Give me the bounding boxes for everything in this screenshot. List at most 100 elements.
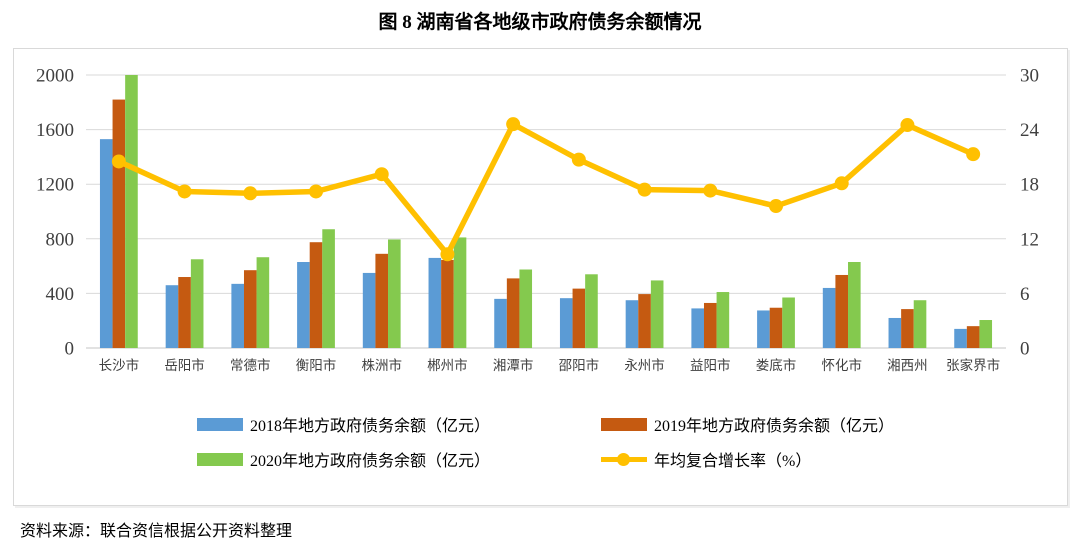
source-note: 资料来源：联合资信根据公开资料整理: [20, 523, 293, 540]
bar-2020: [453, 237, 467, 348]
bar-2019: [178, 277, 191, 348]
bar-2020: [125, 75, 138, 348]
legend-line-marker-icon: [601, 452, 647, 466]
x-axis-category-label: 长沙市: [99, 357, 140, 373]
cagr-line-marker: [900, 118, 915, 133]
x-axis-category-label: 邵阳市: [559, 357, 600, 373]
bar-2020: [322, 229, 335, 348]
legend-item-cagr: 年均复合增长率（%）: [601, 447, 811, 471]
cagr-line-marker: [834, 176, 849, 191]
x-axis-category-label: 株洲市: [361, 357, 402, 373]
cagr-line-marker: [966, 147, 981, 162]
bar-2018: [822, 287, 836, 348]
bar-2018: [165, 285, 179, 348]
cagr-line-marker: [374, 167, 389, 182]
bar-2018: [888, 317, 902, 348]
x-axis-category-label: 怀化市: [821, 357, 862, 373]
y-axis-left-tick-label: 400: [46, 284, 75, 305]
x-axis-category-label: 张家界市: [946, 357, 1000, 373]
cagr-line-marker: [703, 183, 718, 198]
bar-2018: [99, 139, 113, 348]
y-axis-right-tick-label: 6: [1020, 284, 1030, 305]
bar-2018: [559, 298, 573, 348]
cagr-line-marker: [309, 184, 323, 199]
bar-2020: [650, 280, 664, 348]
bar-2019: [441, 259, 454, 348]
bar-2020: [519, 269, 533, 348]
bar-2018: [691, 308, 704, 348]
bar-2019: [112, 99, 126, 348]
legend-swatch-2019: [601, 417, 647, 431]
cagr-line-marker: [440, 247, 455, 262]
bar-2018: [362, 272, 376, 348]
bar-2020: [979, 320, 993, 348]
bar-2019: [638, 294, 651, 348]
bar-2018: [757, 310, 770, 348]
bar-2018: [231, 283, 244, 348]
legend-swatch-2018: [197, 417, 243, 431]
legend-item-2020: 2020年地方政府债务余额（亿元）: [197, 447, 490, 471]
bar-2019: [901, 309, 914, 348]
cagr-line-marker: [111, 154, 126, 169]
bar-2020: [256, 257, 270, 348]
bar-2019: [835, 274, 849, 348]
bar-2020: [716, 292, 730, 348]
bar-2019: [572, 288, 586, 348]
x-axis-category-label: 湘西州: [887, 358, 928, 373]
cagr-line-marker: [243, 186, 258, 201]
legend-swatch-2020: [197, 452, 243, 466]
chart-panel: 0 400 800 1200 1600 2000 0 6 12 18 24 30 长沙市 岳阳市 常德市 衡阳…: [13, 48, 1068, 506]
bar-2020: [585, 274, 598, 348]
legend-line-dot-icon: [617, 452, 630, 466]
cagr-line-marker: [177, 184, 192, 199]
legend-item-2019: 2019年地方政府债务余额（亿元）: [601, 412, 894, 436]
y-axis-right-tick-label: 18: [1020, 175, 1039, 196]
bar-2020: [848, 262, 861, 348]
bar-2018: [625, 300, 639, 348]
x-axis-category-label: 娄底市: [756, 357, 797, 373]
bar-2020: [913, 300, 927, 348]
bar-2018: [428, 257, 442, 348]
bar-2019: [769, 307, 783, 348]
cagr-line-marker: [769, 199, 783, 214]
bar-2019: [243, 270, 257, 348]
y-axis-left-tick-label: 1600: [36, 120, 74, 141]
legend-label-2018: 2018年地方政府债务余额（亿元）: [250, 418, 491, 435]
cagr-line: [116, 121, 976, 258]
bar-2019: [375, 253, 389, 348]
bar-2018: [494, 298, 507, 348]
legend-label-2020: 2020年地方政府债务余额（亿元）: [250, 453, 491, 470]
y-axis-left-tick-label: 0: [65, 339, 75, 360]
bar-2020: [782, 297, 795, 348]
bar-2019: [966, 326, 980, 348]
x-axis-category-label: 益阳市: [690, 357, 731, 373]
bar-2020: [388, 239, 401, 348]
bar-2019: [309, 242, 323, 348]
y-axis-left-tick-label: 800: [46, 229, 75, 250]
bar-2018: [297, 262, 310, 348]
bar-2018: [954, 328, 967, 348]
y-axis-right-tick-label: 30: [1020, 66, 1039, 87]
y-axis-right-tick-label: 0: [1020, 339, 1030, 360]
x-axis-category-label: 郴州市: [427, 357, 468, 373]
y-axis-right-tick-label: 12: [1020, 229, 1039, 250]
legend-label-cagr: 年均复合增长率（%）: [654, 453, 812, 470]
cagr-line-marker: [506, 117, 521, 132]
cagr-line-marker: [571, 152, 586, 167]
y-axis-left-tick-label: 2000: [36, 66, 74, 87]
x-axis-category-label: 衡阳市: [296, 357, 337, 373]
x-axis-category-label: 湘潭市: [493, 357, 534, 373]
cagr-line-marker: [637, 182, 652, 197]
bar-2019: [506, 278, 520, 348]
y-axis-right-tick-label: 24: [1020, 120, 1040, 141]
bar-2019: [703, 302, 717, 348]
legend-label-2019: 2019年地方政府债务余额（亿元）: [654, 418, 895, 435]
bar-2020: [190, 259, 204, 348]
legend-item-2018: 2018年地方政府债务余额（亿元）: [197, 412, 490, 436]
chart-plot-area: 0 400 800 1200 1600 2000 0 6 12 18 24 30 长沙市 岳阳市 常德市 衡阳…: [36, 66, 1040, 374]
x-axis-category-label: 永州市: [624, 357, 665, 373]
chart-title: 图 8 湖南省各地级市政府债务余额情况: [378, 12, 702, 33]
x-axis-category-label: 岳阳市: [164, 357, 205, 373]
x-axis-category-label: 常德市: [230, 357, 271, 373]
y-axis-left-tick-label: 1200: [36, 175, 74, 196]
